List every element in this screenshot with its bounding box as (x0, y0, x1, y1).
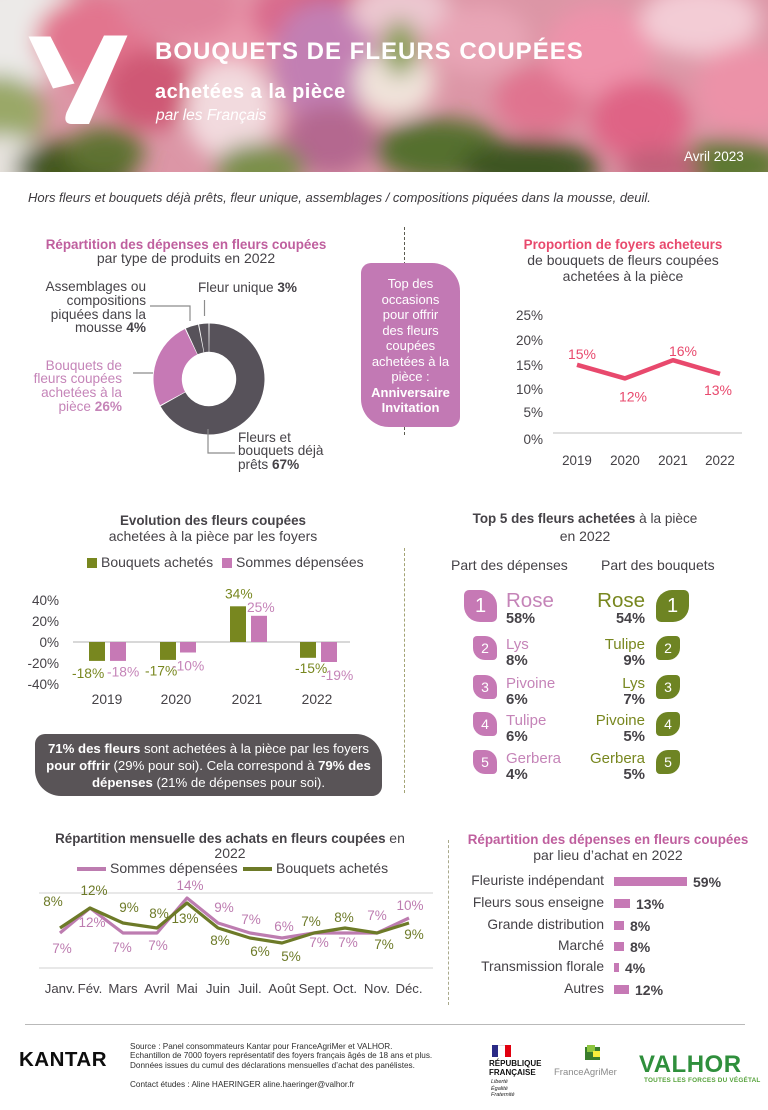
svg-text:7%: 7% (338, 935, 358, 950)
svg-text:25%: 25% (247, 600, 275, 615)
svg-text:8%: 8% (210, 933, 230, 948)
svg-text:15%: 15% (568, 346, 596, 362)
svg-text:7%: 7% (309, 935, 329, 950)
svg-text:Mai: Mai (176, 981, 197, 996)
svg-text:12%: 12% (78, 915, 105, 930)
svg-text:-15%: -15% (295, 661, 327, 676)
svg-text:2019: 2019 (92, 692, 123, 707)
svg-text:7%: 7% (112, 940, 132, 955)
svg-text:34%: 34% (225, 587, 253, 602)
svg-text:7%: 7% (52, 941, 72, 956)
svg-text:2020: 2020 (610, 453, 640, 468)
svg-text:-19%: -19% (321, 668, 353, 683)
svg-text:10%: 10% (396, 898, 423, 913)
svg-text:7%: 7% (374, 937, 394, 952)
svg-text:Déc.: Déc. (395, 981, 422, 996)
svg-text:12%: 12% (80, 883, 107, 898)
svg-text:2021: 2021 (232, 692, 263, 707)
svg-text:9%: 9% (119, 900, 139, 915)
svg-text:5%: 5% (523, 405, 543, 420)
svg-text:Nov.: Nov. (364, 981, 390, 996)
svg-text:Oct.: Oct. (333, 981, 357, 996)
svg-text:16%: 16% (669, 343, 697, 359)
svg-text:5%: 5% (281, 949, 301, 964)
svg-text:Janv.: Janv. (45, 981, 76, 996)
svg-text:20%: 20% (516, 333, 543, 348)
svg-text:12%: 12% (619, 389, 647, 405)
svg-text:6%: 6% (274, 919, 294, 934)
svg-text:40%: 40% (32, 593, 59, 608)
svg-text:-17%: -17% (145, 664, 177, 679)
svg-text:8%: 8% (43, 894, 63, 909)
svg-text:Mars: Mars (108, 981, 138, 996)
svg-text:7%: 7% (241, 912, 261, 927)
svg-text:7%: 7% (148, 938, 168, 953)
svg-text:-20%: -20% (27, 656, 59, 671)
svg-text:13%: 13% (704, 382, 732, 398)
svg-text:Juin: Juin (206, 981, 230, 996)
svg-text:Fév.: Fév. (78, 981, 103, 996)
svg-text:-18%: -18% (107, 665, 139, 680)
svg-text:-10%: -10% (172, 659, 204, 674)
svg-text:6%: 6% (250, 944, 270, 959)
svg-text:2019: 2019 (562, 453, 592, 468)
svg-text:2022: 2022 (302, 692, 333, 707)
svg-text:-40%: -40% (27, 677, 59, 692)
svg-text:2021: 2021 (658, 453, 688, 468)
svg-text:Sept.: Sept. (299, 981, 330, 996)
svg-text:13%: 13% (171, 911, 198, 926)
svg-text:2020: 2020 (161, 692, 192, 707)
svg-text:Août: Août (268, 981, 295, 996)
svg-text:-18%: -18% (72, 666, 104, 681)
svg-text:2022: 2022 (705, 453, 735, 468)
svg-text:8%: 8% (149, 906, 169, 921)
svg-text:Juil.: Juil. (238, 981, 261, 996)
svg-text:0%: 0% (523, 432, 543, 447)
svg-text:10%: 10% (516, 382, 543, 397)
svg-text:7%: 7% (301, 914, 321, 929)
svg-text:7%: 7% (367, 908, 387, 923)
svg-text:25%: 25% (516, 308, 543, 323)
svg-text:14%: 14% (176, 880, 203, 893)
svg-text:15%: 15% (516, 358, 543, 373)
svg-text:20%: 20% (32, 614, 59, 629)
svg-text:8%: 8% (334, 910, 354, 925)
svg-text:0%: 0% (39, 635, 59, 650)
svg-text:Avril: Avril (144, 981, 169, 996)
svg-text:9%: 9% (404, 927, 424, 942)
svg-text:9%: 9% (214, 900, 234, 915)
